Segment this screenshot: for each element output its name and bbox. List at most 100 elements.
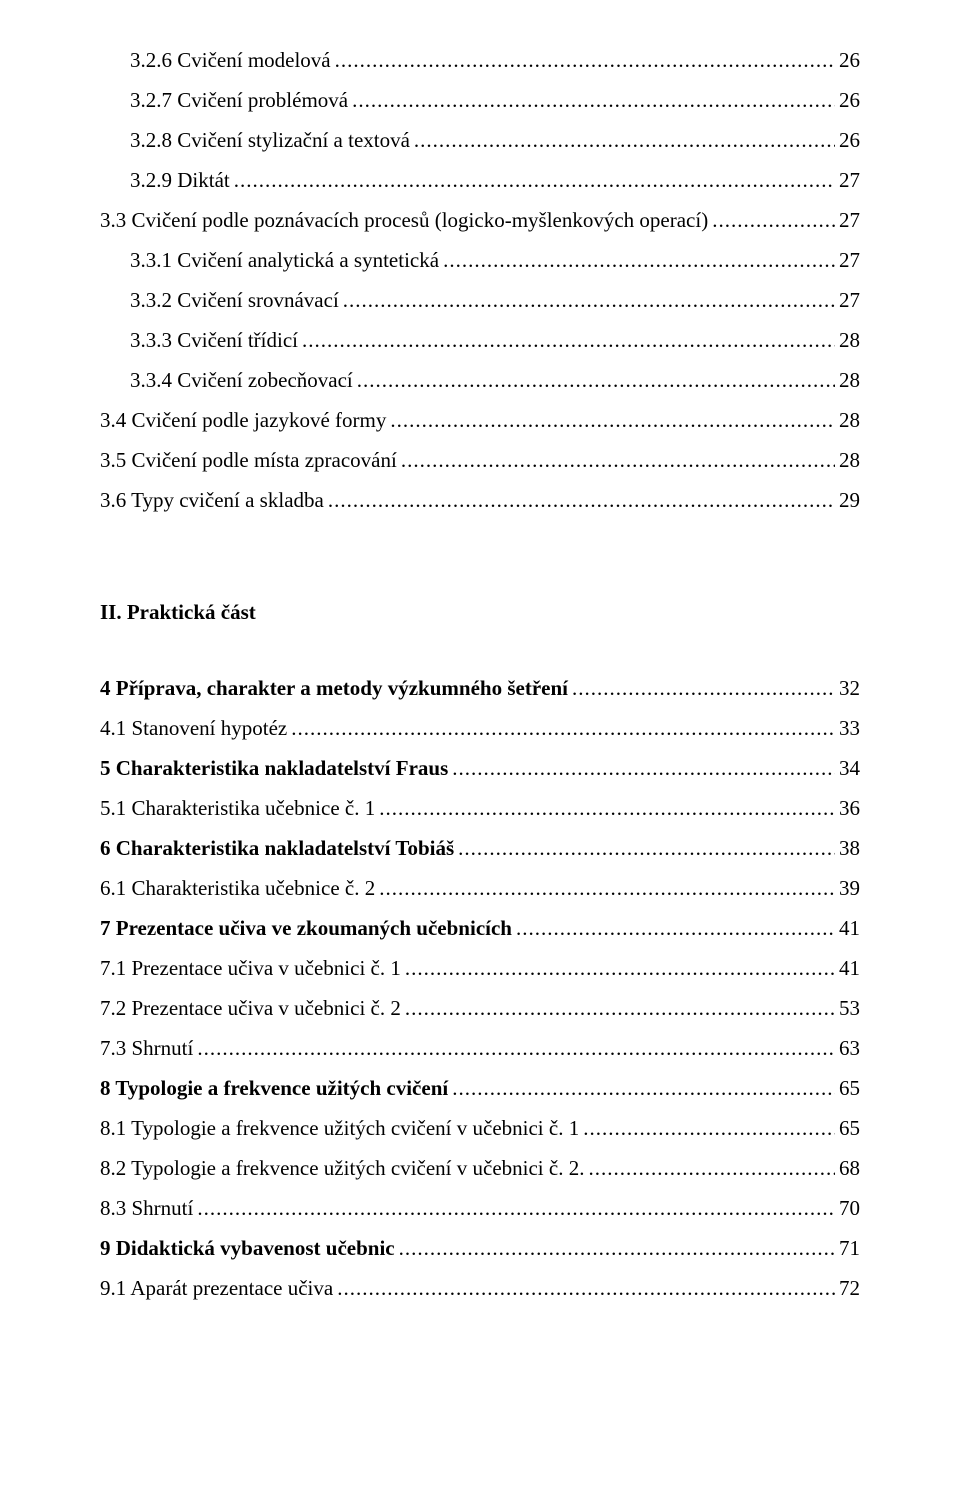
toc-entry-page: 27 bbox=[835, 280, 860, 320]
toc-leader-dots bbox=[712, 200, 835, 240]
toc-entry-page: 28 bbox=[835, 320, 860, 360]
toc-entry-label: 4.1 Stanovení hypotéz bbox=[100, 708, 291, 748]
toc-entry: 3.3.3 Cvičení třídicí 28 bbox=[100, 320, 860, 360]
toc-entry-page: 33 bbox=[835, 708, 860, 748]
toc-leader-dots bbox=[328, 480, 835, 520]
toc-entry: 3.2.9 Diktát27 bbox=[100, 160, 860, 200]
toc-entry-label: 8.2 Typologie a frekvence užitých cvičen… bbox=[100, 1148, 588, 1188]
toc-leader-dots bbox=[399, 1228, 835, 1268]
toc-entry-label: 3.3 Cvičení podle poznávacích procesů (l… bbox=[100, 200, 712, 240]
toc-leader-dots bbox=[335, 40, 835, 80]
toc-entry: 8 Typologie a frekvence užitých cvičení 6… bbox=[100, 1068, 860, 1108]
toc-entry: 3.4 Cvičení podle jazykové formy 28 bbox=[100, 400, 860, 440]
toc-leader-dots bbox=[583, 1108, 835, 1148]
toc-leader-dots bbox=[197, 1028, 835, 1068]
toc-leader-dots bbox=[352, 80, 835, 120]
toc-entry: 3.2.8 Cvičení stylizační a textová 26 bbox=[100, 120, 860, 160]
toc-leader-dots bbox=[405, 948, 835, 988]
toc-entry-page: 27 bbox=[835, 240, 860, 280]
toc-entry-label: 3.3.1 Cvičení analytická a syntetická bbox=[130, 240, 443, 280]
toc-entry-label: 5.1 Charakteristika učebnice č. 1 bbox=[100, 788, 379, 828]
toc-entry: 3.2.7 Cvičení problémová 26 bbox=[100, 80, 860, 120]
toc-entry: 3.3.2 Cvičení srovnávací 27 bbox=[100, 280, 860, 320]
mid-gap bbox=[100, 632, 860, 668]
toc-entry-page: 63 bbox=[835, 1028, 860, 1068]
toc-entry-page: 71 bbox=[835, 1228, 860, 1268]
toc-entry: 9.1 Aparát prezentace učiva 72 bbox=[100, 1268, 860, 1308]
toc-entry: 9 Didaktická vybavenost učebnic 71 bbox=[100, 1228, 860, 1268]
toc-entry: 3.5 Cvičení podle místa zpracování 28 bbox=[100, 440, 860, 480]
section-heading-text: II. Praktická část bbox=[100, 600, 256, 624]
toc-entry: 3.3.4 Cvičení zobecňovací 28 bbox=[100, 360, 860, 400]
toc-entry: 6.1 Charakteristika učebnice č. 239 bbox=[100, 868, 860, 908]
toc-leader-dots bbox=[197, 1188, 835, 1228]
toc-leader-dots bbox=[379, 788, 835, 828]
toc-entry-label: 3.2.6 Cvičení modelová bbox=[130, 40, 335, 80]
toc-leader-dots bbox=[357, 360, 835, 400]
toc-entry: 6 Charakteristika nakladatelství Tobiáš3… bbox=[100, 828, 860, 868]
toc-entry: 7.1 Prezentace učiva v učebnici č. 1 41 bbox=[100, 948, 860, 988]
toc-entry: 4.1 Stanovení hypotéz 33 bbox=[100, 708, 860, 748]
toc-leader-dots bbox=[414, 120, 835, 160]
toc-leader-dots bbox=[234, 160, 835, 200]
toc-entry-page: 28 bbox=[835, 440, 860, 480]
toc-entry-label: 7 Prezentace učiva ve zkoumaných učebnic… bbox=[100, 908, 516, 948]
toc-entry-page: 41 bbox=[835, 948, 860, 988]
toc-entry-label: 3.3.4 Cvičení zobecňovací bbox=[130, 360, 357, 400]
toc-entry-label: 8.1 Typologie a frekvence užitých cvičen… bbox=[100, 1108, 583, 1148]
toc-entry-page: 65 bbox=[835, 1068, 860, 1108]
toc-leader-dots bbox=[588, 1148, 835, 1188]
toc-entry-page: 26 bbox=[835, 120, 860, 160]
toc-entry-page: 70 bbox=[835, 1188, 860, 1228]
toc-entry: 8.3 Shrnutí 70 bbox=[100, 1188, 860, 1228]
toc-leader-dots bbox=[452, 1068, 835, 1108]
toc-entry: 5.1 Charakteristika učebnice č. 1 36 bbox=[100, 788, 860, 828]
toc-entry-label: 5 Charakteristika nakladatelství Fraus bbox=[100, 748, 452, 788]
toc-leader-dots bbox=[401, 440, 835, 480]
toc-entry-page: 26 bbox=[835, 80, 860, 120]
toc-entry-page: 27 bbox=[835, 160, 860, 200]
toc-entry: 8.1 Typologie a frekvence užitých cvičen… bbox=[100, 1108, 860, 1148]
toc-entry-page: 32 bbox=[835, 668, 860, 708]
toc-entry-page: 39 bbox=[835, 868, 860, 908]
toc-entry: 7 Prezentace učiva ve zkoumaných učebnic… bbox=[100, 908, 860, 948]
toc-entry-page: 53 bbox=[835, 988, 860, 1028]
toc-entry: 7.2 Prezentace učiva v učebnici č. 253 bbox=[100, 988, 860, 1028]
toc-entry-label: 4 Příprava, charakter a metody výzkumnéh… bbox=[100, 668, 572, 708]
toc-entry-label: 7.1 Prezentace učiva v učebnici č. 1 bbox=[100, 948, 405, 988]
toc-leader-dots bbox=[302, 320, 835, 360]
toc-entry-label: 3.2.8 Cvičení stylizační a textová bbox=[130, 120, 414, 160]
toc-entry-page: 26 bbox=[835, 40, 860, 80]
toc-leader-dots bbox=[516, 908, 835, 948]
toc-entry-page: 29 bbox=[835, 480, 860, 520]
toc-entry: 7.3 Shrnutí 63 bbox=[100, 1028, 860, 1068]
toc-leader-dots bbox=[343, 280, 835, 320]
toc-entry-label: 9 Didaktická vybavenost učebnic bbox=[100, 1228, 399, 1268]
toc-entry-label: 8.3 Shrnutí bbox=[100, 1188, 197, 1228]
toc-entry-label: 9.1 Aparát prezentace učiva bbox=[100, 1268, 337, 1308]
toc-entry-label: 7.3 Shrnutí bbox=[100, 1028, 197, 1068]
toc-entry-page: 28 bbox=[835, 360, 860, 400]
toc-entry-label: 8 Typologie a frekvence užitých cvičení bbox=[100, 1068, 452, 1108]
section-heading: II. Praktická část bbox=[100, 592, 860, 632]
toc-entry-page: 72 bbox=[835, 1268, 860, 1308]
toc-entry-label: 3.5 Cvičení podle místa zpracování bbox=[100, 440, 401, 480]
toc-entry-page: 41 bbox=[835, 908, 860, 948]
toc-entry-label: 3.3.2 Cvičení srovnávací bbox=[130, 280, 343, 320]
toc-leader-dots bbox=[390, 400, 835, 440]
toc-entry-label: 3.3.3 Cvičení třídicí bbox=[130, 320, 302, 360]
toc-entry-label: 3.2.7 Cvičení problémová bbox=[130, 80, 352, 120]
toc-entry-label: 3.4 Cvičení podle jazykové formy bbox=[100, 400, 390, 440]
toc-entry-page: 36 bbox=[835, 788, 860, 828]
toc-entry-label: 6 Charakteristika nakladatelství Tobiáš bbox=[100, 828, 458, 868]
toc-entry: 3.3.1 Cvičení analytická a syntetická 27 bbox=[100, 240, 860, 280]
toc-entry-page: 28 bbox=[835, 400, 860, 440]
toc-entry: 5 Charakteristika nakladatelství Fraus34 bbox=[100, 748, 860, 788]
toc-leader-dots bbox=[337, 1268, 835, 1308]
toc-leader-dots bbox=[458, 828, 835, 868]
toc-entry-label: 3.6 Typy cvičení a skladba bbox=[100, 480, 328, 520]
toc-entry-page: 68 bbox=[835, 1148, 860, 1188]
toc-leader-dots bbox=[379, 868, 835, 908]
toc-leader-dots bbox=[405, 988, 835, 1028]
section-gap bbox=[100, 520, 860, 592]
